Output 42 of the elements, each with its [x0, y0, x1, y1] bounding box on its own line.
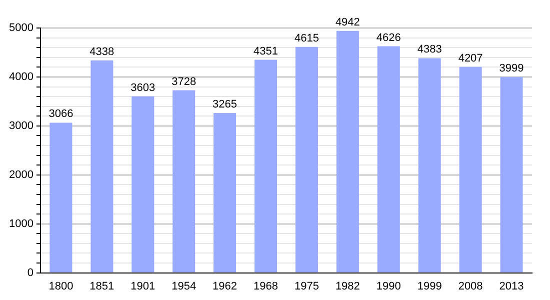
bar — [459, 66, 482, 272]
data-label: 4626 — [376, 32, 401, 44]
x-tick-label: 1975 — [294, 280, 319, 292]
data-label: 4207 — [458, 52, 483, 64]
x-tick-label: 1968 — [254, 280, 278, 292]
x-tick-label: 1851 — [90, 280, 114, 292]
data-label: 4351 — [254, 45, 278, 58]
y-tick-label: 4000 — [8, 70, 34, 83]
data-label: 4615 — [294, 32, 319, 44]
bar — [214, 112, 236, 272]
bar — [50, 122, 72, 272]
bar — [418, 58, 441, 272]
x-tick-label: 1901 — [130, 280, 156, 292]
data-label: 3728 — [172, 76, 196, 88]
bar — [172, 90, 196, 272]
x-tick-label: 1999 — [417, 280, 442, 292]
data-label: 3066 — [48, 108, 74, 120]
data-label: 3603 — [130, 82, 156, 94]
x-tick-label: 2013 — [499, 280, 524, 292]
x-tick-label: 2008 — [458, 280, 483, 292]
y-tick-label: 2000 — [8, 168, 34, 181]
x-tick-label: 1962 — [212, 280, 238, 292]
bar — [377, 46, 400, 272]
x-tick-label: 1800 — [48, 280, 74, 292]
y-tick-label: 3000 — [8, 120, 34, 132]
y-tick-label: 1000 — [8, 218, 34, 230]
bar — [500, 77, 523, 272]
x-tick-label: 1954 — [172, 280, 196, 292]
y-tick-label: 0 — [27, 266, 34, 279]
y-tick-label: 5000 — [8, 22, 34, 34]
bar — [254, 60, 278, 272]
bar — [90, 60, 114, 272]
bar — [295, 46, 318, 272]
x-tick-label: 1990 — [376, 280, 401, 292]
bar — [336, 30, 359, 272]
data-label: 4338 — [90, 46, 114, 58]
data-label: 4383 — [417, 44, 442, 56]
data-label: 3999 — [499, 62, 524, 75]
bar — [132, 96, 154, 272]
data-label: 3265 — [212, 98, 238, 110]
x-tick-label: 1982 — [335, 280, 360, 292]
data-label: 4942 — [335, 16, 360, 28]
